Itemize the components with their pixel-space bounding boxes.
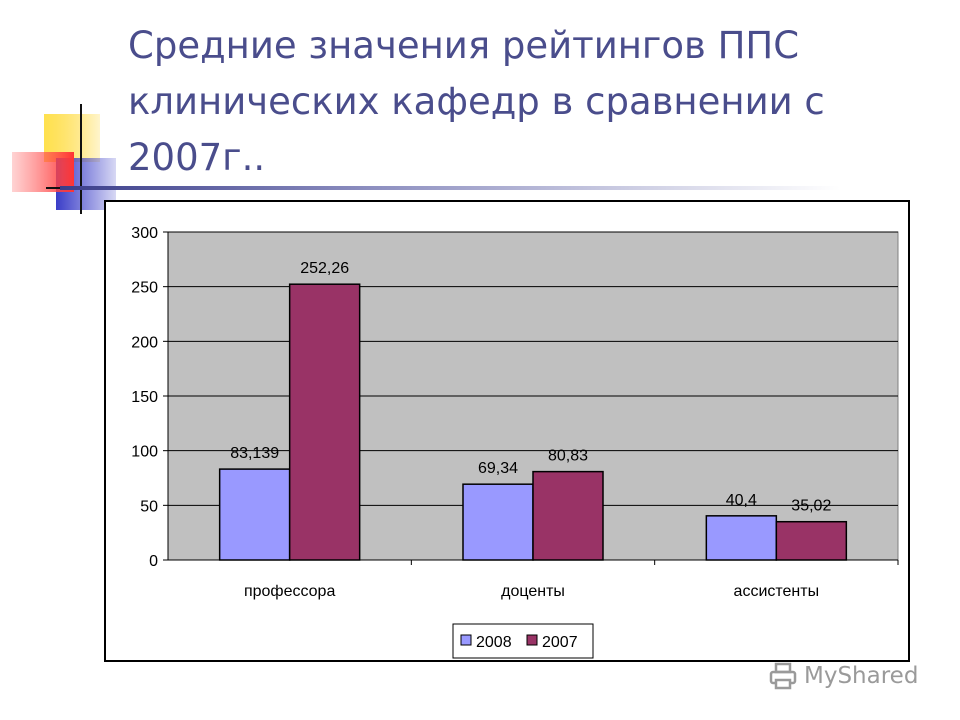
bar-2008 [705, 515, 778, 561]
legend [452, 623, 594, 659]
y-tick-label: 50 [140, 498, 158, 515]
y-tick-label: 300 [131, 225, 158, 242]
watermark: MyShared [768, 658, 938, 694]
y-tick-label: 200 [131, 334, 158, 351]
y-tick-label: 100 [131, 444, 158, 461]
title-underline [60, 186, 840, 190]
x-tick-label: ассистенты [734, 583, 820, 600]
legend-swatch-2008 [460, 634, 472, 646]
y-tick-label: 0 [149, 553, 158, 570]
chart-frame: 0 50 100 150 200 250 300 профессора 83,139 252,26… [104, 200, 910, 662]
data-label: 40,4 [726, 492, 757, 509]
slide-decoration [12, 104, 128, 214]
bar-2007 [775, 520, 848, 561]
data-label: 80,83 [548, 448, 588, 465]
legend-label-2008: 2008 [476, 634, 512, 651]
x-tick-label: доценты [501, 583, 565, 600]
slide-title: Средние значения рейтингов ППС клиническ… [128, 24, 825, 179]
bar-2008 [218, 468, 291, 561]
bar-2008 [462, 483, 534, 561]
data-label: 83,139 [230, 445, 279, 462]
printer-icon [769, 662, 797, 690]
y-tick-label: 150 [131, 389, 158, 406]
bar-2007 [288, 283, 361, 561]
y-tick-label: 250 [131, 280, 158, 297]
bar-chart: 0 50 100 150 200 250 300 профессора 83,139 252,26… [131, 225, 899, 659]
data-label: 35,02 [791, 498, 831, 515]
bar-2007 [532, 470, 604, 561]
data-label: 252,26 [300, 260, 349, 277]
watermark-text: MyShared [804, 663, 919, 689]
legend-label-2007: 2007 [542, 634, 578, 651]
data-label: 69,34 [478, 460, 518, 477]
x-tick-label: профессора [244, 583, 336, 600]
legend-swatch-2007 [526, 634, 538, 646]
